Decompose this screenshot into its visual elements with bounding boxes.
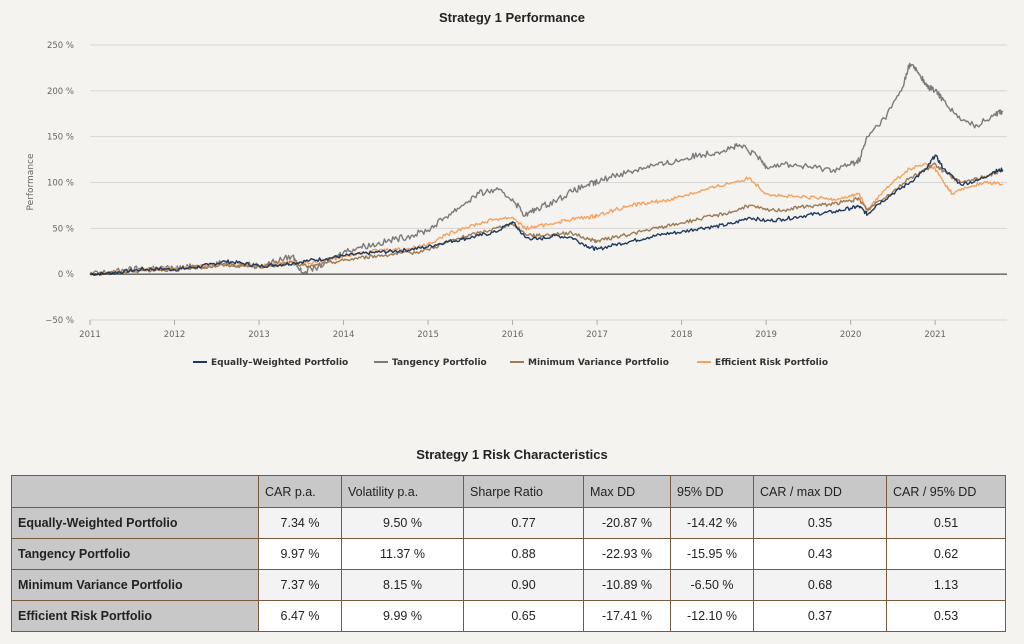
cell-car: 6.47 % [258,600,342,632]
legend-label: Equally–Weighted Portfolio [211,358,348,368]
cell-max-dd: -17.41 % [583,600,671,632]
header-volatility: Volatility p.a. [341,475,464,508]
cell-sharpe: 0.65 [463,600,584,632]
header-car: CAR p.a. [258,475,342,508]
legend-label: Efficient Risk Portfolio [715,358,828,368]
cell-max-dd: -10.89 % [583,569,671,601]
x-tick-label: 2017 [586,330,608,340]
series-line-equally-weighted-portfolio [89,154,1004,276]
series-line-efficient-risk-portfolio [89,162,1003,277]
table-row: Tangency Portfolio 9.97 % 11.37 % 0.88 -… [11,538,1006,570]
cell-sharpe: 0.88 [463,538,584,570]
legend-label: Tangency Portfolio [392,358,487,368]
x-tick-label: 2021 [924,330,946,340]
x-tick-label: 2013 [248,330,270,340]
cell-car-95-dd: 1.13 [886,569,1006,601]
y-tick-label: −50 % [45,316,74,326]
table-title: Strategy 1 Risk Characteristics [416,447,608,462]
cell-car: 7.34 % [258,507,342,539]
row-label: Equally-Weighted Portfolio [11,507,259,539]
header-sharpe: Sharpe Ratio [463,475,584,508]
x-tick-label: 2012 [164,330,186,340]
grid-lines [90,44,1007,321]
header-cell-blank [11,475,259,508]
cell-volatility: 9.50 % [341,507,464,539]
table-header-row: CAR p.a. Volatility p.a. Sharpe Ratio Ma… [11,475,1006,508]
cell-car-max-dd: 0.43 [753,538,887,570]
cell-car-max-dd: 0.37 [753,600,887,632]
cell-car-95-dd: 0.51 [886,507,1006,539]
y-axis-label: Performance [26,153,36,210]
cell-car: 9.97 % [258,538,342,570]
row-label: Tangency Portfolio [11,538,259,570]
series-line-tangency-portfolio [89,62,1004,275]
cell-95-dd: -12.10 % [670,600,754,632]
cell-car: 7.37 % [258,569,342,601]
cell-max-dd: -22.93 % [583,538,671,570]
cell-volatility: 8.15 % [341,569,464,601]
y-tick-label: 250 % [47,41,74,51]
x-tick-label: 2019 [755,330,777,340]
series-lines [89,62,1004,277]
chart-title: Strategy 1 Performance [439,10,585,25]
header-car-95-dd: CAR / 95% DD [886,475,1006,508]
cell-car-max-dd: 0.68 [753,569,887,601]
legend-label: Minimum Variance Portfolio [528,358,669,368]
cell-volatility: 9.99 % [341,600,464,632]
y-tick-label: 200 % [47,87,74,97]
x-tick-label: 2015 [417,330,439,340]
header-car-max-dd: CAR / max DD [753,475,887,508]
risk-table: CAR p.a. Volatility p.a. Sharpe Ratio Ma… [11,475,1006,632]
chart-legend: Equally–Weighted Portfolio Tangency Portf… [193,358,828,368]
y-tick-label: 100 % [47,179,74,189]
cell-95-dd: -6.50 % [670,569,754,601]
header-95-dd: 95% DD [670,475,754,508]
y-tick-label: 150 % [47,133,74,143]
cell-sharpe: 0.77 [463,507,584,539]
cell-car-max-dd: 0.35 [753,507,887,539]
row-label: Efficient Risk Portfolio [11,600,259,632]
y-tick-label: 50 % [52,224,74,234]
series-line-minimum-variance-portfolio [89,162,1004,276]
x-tick-label: 2016 [502,330,524,340]
table-row: Minimum Variance Portfolio 7.37 % 8.15 %… [11,569,1006,601]
cell-95-dd: -15.95 % [670,538,754,570]
x-tick-label: 2014 [333,330,355,340]
header-max-dd: Max DD [583,475,671,508]
cell-car-95-dd: 0.62 [886,538,1006,570]
cell-max-dd: -20.87 % [583,507,671,539]
table-row: Efficient Risk Portfolio 6.47 % 9.99 % 0… [11,600,1006,632]
x-axis-ticks: 2011 2012 2013 2014 2015 2016 2017 2018 2019 2020… [79,320,946,340]
x-tick-label: 2011 [79,330,101,340]
x-tick-label: 2018 [671,330,693,340]
y-axis-ticks: 250 % 200 % 150 % 100 % 50 % 0 % −50 % [45,41,74,326]
cell-volatility: 11.37 % [341,538,464,570]
cell-sharpe: 0.90 [463,569,584,601]
table-row: Equally-Weighted Portfolio 7.34 % 9.50 %… [11,507,1006,539]
row-label: Minimum Variance Portfolio [11,569,259,601]
x-tick-label: 2020 [840,330,862,340]
y-tick-label: 0 % [58,270,74,280]
performance-chart: Strategy 1 Performance 250 % 200 % 150 % 10… [26,10,1007,368]
cell-95-dd: -14.42 % [670,507,754,539]
cell-car-95-dd: 0.53 [886,600,1006,632]
